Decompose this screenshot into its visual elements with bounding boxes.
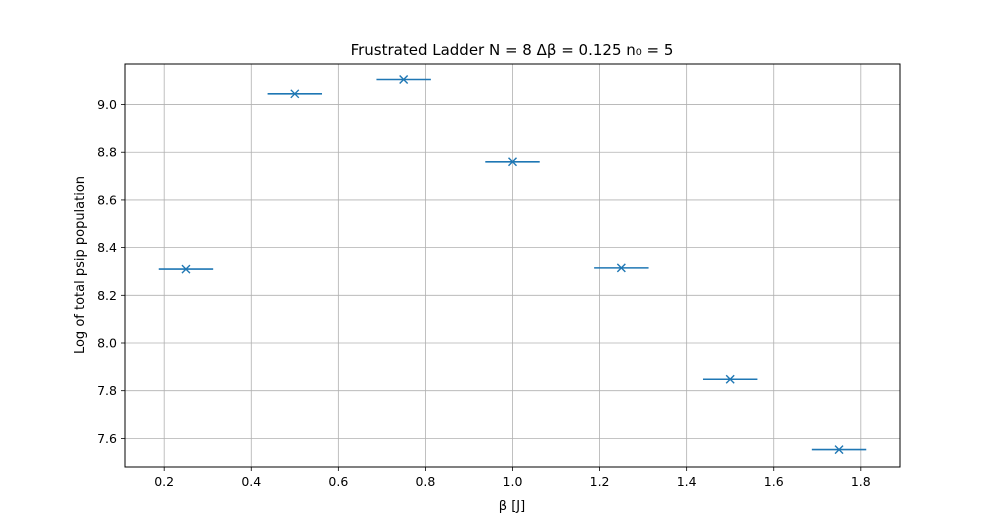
y-tick-label: 9.0 xyxy=(97,97,117,112)
x-axis-label: β [J] xyxy=(499,499,525,514)
x-tick-label: 0.8 xyxy=(415,474,435,489)
ticks: 0.2 0.4 0.6 0.8 1.0 1.2 1.4 1.6 1.8 7.6 7.8 8.0 8.2 8… xyxy=(97,97,871,489)
y-tick-label: 8.8 xyxy=(97,145,117,160)
y-tick-label: 8.0 xyxy=(97,336,117,351)
y-tick-label: 7.6 xyxy=(97,431,117,446)
data-point xyxy=(508,157,517,167)
data-marks xyxy=(158,75,867,455)
x-tick-label: 1.2 xyxy=(590,474,610,489)
x-tick-label: 0.6 xyxy=(328,474,348,489)
grid xyxy=(125,64,900,467)
y-tick-label: 7.8 xyxy=(97,383,117,398)
chart-title: Frustrated Ladder N = 8 Δβ = 0.125 n₀ = … xyxy=(351,41,674,59)
data-point xyxy=(181,264,191,274)
y-axis-label: Log of total psip population xyxy=(73,176,88,354)
x-tick-label: 1.4 xyxy=(677,474,697,489)
x-tick-label: 0.2 xyxy=(154,474,174,489)
x-tick-label: 1.8 xyxy=(851,474,871,489)
x-tick-label: 1.6 xyxy=(764,474,784,489)
data-point xyxy=(399,75,409,84)
y-tick-label: 8.6 xyxy=(97,192,117,207)
y-tick-label: 8.4 xyxy=(97,240,117,255)
y-tick-label: 8.2 xyxy=(97,288,117,303)
x-tick-label: 1.0 xyxy=(503,474,523,489)
x-tick-label: 0.4 xyxy=(241,474,261,489)
data-point xyxy=(834,445,844,455)
data-point xyxy=(616,263,626,273)
data-point xyxy=(725,374,735,384)
data-point xyxy=(290,89,300,99)
